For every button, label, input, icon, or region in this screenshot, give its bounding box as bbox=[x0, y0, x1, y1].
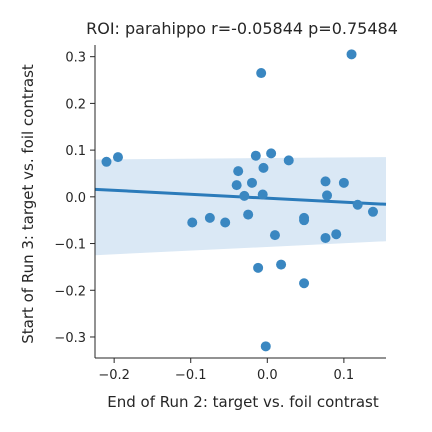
y-tick-label-0: −0.3 bbox=[54, 331, 86, 346]
data-point-12 bbox=[256, 68, 267, 79]
data-point-15 bbox=[260, 341, 271, 352]
data-point-28 bbox=[346, 49, 357, 60]
data-point-25 bbox=[322, 190, 333, 201]
data-point-10 bbox=[250, 150, 261, 161]
y-axis-label: Start of Run 3: target vs. foil contrast bbox=[19, 64, 37, 344]
data-point-17 bbox=[269, 230, 280, 241]
data-point-21 bbox=[299, 215, 310, 226]
x-axis-ticks: −0.2 −0.1 0.0 0.1 bbox=[98, 358, 354, 383]
data-point-7 bbox=[239, 190, 250, 201]
data-point-26 bbox=[331, 229, 342, 240]
data-point-22 bbox=[299, 278, 310, 289]
data-point-4 bbox=[220, 217, 231, 228]
data-point-18 bbox=[276, 259, 287, 270]
data-point-6 bbox=[231, 180, 242, 191]
data-point-29 bbox=[352, 199, 363, 210]
data-point-13 bbox=[257, 189, 268, 200]
data-point-1 bbox=[112, 152, 123, 163]
data-point-5 bbox=[233, 166, 244, 177]
x-tick-label-0: −0.2 bbox=[98, 368, 130, 383]
data-point-11 bbox=[253, 262, 264, 273]
data-point-14 bbox=[258, 162, 269, 173]
x-tick-label-1: −0.1 bbox=[175, 368, 207, 383]
data-point-27 bbox=[338, 177, 349, 188]
data-point-0 bbox=[101, 156, 112, 167]
y-tick-label-6: 0.3 bbox=[65, 51, 86, 66]
data-point-9 bbox=[246, 177, 257, 188]
y-tick-label-3: 0.0 bbox=[65, 191, 86, 206]
y-tick-label-2: −0.1 bbox=[54, 238, 86, 253]
confidence-band bbox=[95, 157, 386, 256]
data-point-19 bbox=[283, 155, 294, 166]
chart-title: ROI: parahippo r=-0.05844 p=0.75484 bbox=[86, 19, 398, 38]
y-tick-label-1: −0.2 bbox=[54, 284, 86, 299]
data-point-3 bbox=[204, 212, 215, 223]
plot-area bbox=[94, 49, 387, 352]
x-tick-label-3: 0.1 bbox=[334, 368, 355, 383]
axes bbox=[94, 45, 386, 359]
scatter-points bbox=[101, 49, 378, 352]
x-tick-label-2: 0.0 bbox=[257, 368, 278, 383]
y-tick-label-5: 0.2 bbox=[65, 97, 86, 112]
data-point-23 bbox=[320, 176, 331, 187]
y-axis-ticks: −0.3 −0.2 −0.1 0.0 0.1 0.2 0.3 bbox=[54, 51, 95, 346]
data-point-8 bbox=[243, 209, 254, 220]
data-point-30 bbox=[367, 206, 378, 217]
data-point-2 bbox=[187, 217, 198, 228]
data-point-16 bbox=[266, 148, 277, 159]
x-axis-label: End of Run 2: target vs. foil contrast bbox=[107, 393, 379, 411]
data-point-24 bbox=[320, 232, 331, 243]
y-tick-label-4: 0.1 bbox=[65, 144, 86, 159]
